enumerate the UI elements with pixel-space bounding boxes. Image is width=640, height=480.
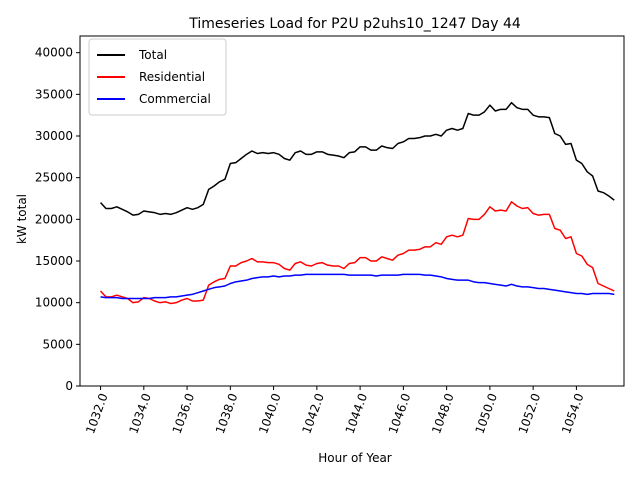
legend-label-residential: Residential xyxy=(139,70,205,84)
legend-box xyxy=(88,38,227,116)
y-tick-label: 30000 xyxy=(35,129,73,143)
chart-title: Timeseries Load for P2U p2uhs10_1247 Day… xyxy=(188,16,521,32)
legend: Total Residential Commercial xyxy=(88,38,227,116)
y-axis-title: kW total xyxy=(15,194,29,244)
legend-label-total: Total xyxy=(138,48,167,62)
y-tick-label: 20000 xyxy=(35,212,73,226)
series-line-residential xyxy=(100,201,615,305)
y-tick-label: 10000 xyxy=(35,296,73,310)
series-line-total xyxy=(100,101,615,216)
legend-label-commercial: Commercial xyxy=(139,92,211,106)
y-tick-label: 15000 xyxy=(35,254,73,268)
y-tick-label: 35000 xyxy=(35,87,73,101)
x-axis-title: Hour of Year xyxy=(318,451,392,465)
legend-entries: Total Residential Commercial xyxy=(97,48,211,106)
y-axis: 0 5000 10000 15000 20000 25000 30000 35000 40000 xyxy=(35,46,80,393)
plot-frame xyxy=(79,35,625,387)
y-tick-label: 40000 xyxy=(35,46,73,60)
series-layer xyxy=(100,101,615,305)
series-line-commercial xyxy=(100,273,615,300)
y-tick-label: 5000 xyxy=(42,337,73,351)
y-tick-label: 25000 xyxy=(35,171,73,185)
y-tick-label: 0 xyxy=(65,379,73,393)
